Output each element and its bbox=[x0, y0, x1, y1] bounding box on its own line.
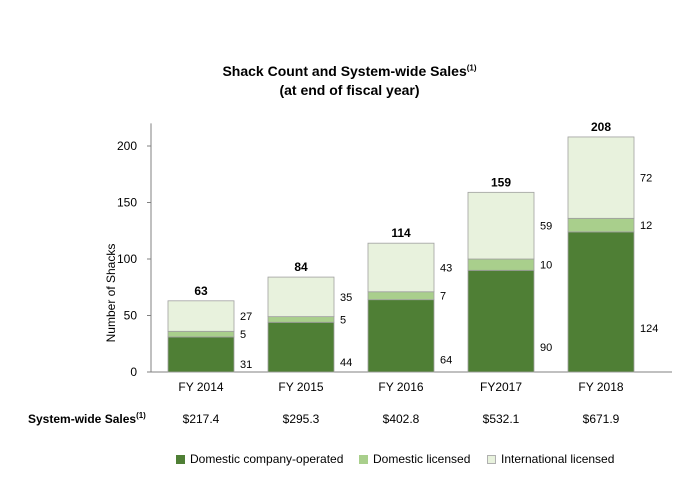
x-tick-label: FY 2016 bbox=[378, 380, 423, 394]
data-label-domestic-company: 90 bbox=[540, 342, 552, 354]
data-label-domestic-company: 31 bbox=[240, 359, 252, 371]
data-label-international-licensed: 27 bbox=[240, 311, 252, 323]
y-axis-title: Number of Shacks bbox=[104, 244, 118, 343]
legend-item-domestic-company: Domestic company-operated bbox=[176, 452, 343, 466]
bar-segment-domestic-licensed bbox=[467, 258, 535, 271]
data-label-domestic-licensed: 10 bbox=[540, 260, 552, 272]
system-wide-sales-value: $532.1 bbox=[483, 412, 520, 426]
x-tick-label: FY 2014 bbox=[178, 380, 223, 394]
legend-label-international-licensed: International licensed bbox=[501, 452, 615, 466]
bar-segment-domestic-licensed bbox=[367, 291, 435, 301]
legend-label-domestic-company: Domestic company-operated bbox=[190, 452, 344, 466]
bar-segment-domestic-company bbox=[467, 269, 535, 373]
y-tick-label: 150 bbox=[117, 196, 137, 210]
system-wide-sales-value: $402.8 bbox=[383, 412, 420, 426]
bar-segment-domestic-licensed bbox=[267, 316, 335, 323]
bar-segment-international-licensed bbox=[367, 242, 435, 293]
bar-segment-domestic-company bbox=[267, 321, 335, 373]
y-tick-label: 50 bbox=[124, 309, 138, 323]
system-wide-sales-value: $671.9 bbox=[583, 412, 620, 426]
chart-subtitle: (at end of fiscal year) bbox=[279, 82, 420, 98]
data-label-international-licensed: 35 bbox=[340, 292, 352, 304]
y-tick-label: 200 bbox=[117, 139, 137, 153]
system-wide-sales-value: $217.4 bbox=[183, 412, 220, 426]
bar-segment-domestic-company bbox=[567, 231, 635, 373]
data-label-domestic-company: 64 bbox=[440, 354, 452, 366]
data-label-domestic-company: 124 bbox=[640, 323, 658, 335]
bar-segment-domestic-licensed bbox=[567, 217, 635, 233]
data-label-international-licensed: 59 bbox=[540, 221, 552, 233]
legend-label-domestic-licensed: Domestic licensed bbox=[373, 452, 471, 466]
data-label-domestic-licensed: 7 bbox=[440, 291, 446, 303]
bar-segment-international-licensed bbox=[467, 191, 535, 260]
legend-swatch-domestic-company bbox=[176, 454, 185, 464]
bar-total-label: 159 bbox=[491, 175, 511, 189]
bar-total-label: 114 bbox=[391, 226, 411, 240]
legend-swatch-domestic-licensed bbox=[359, 454, 368, 464]
data-label-domestic-licensed: 5 bbox=[240, 329, 246, 341]
legend-swatch-international-licensed bbox=[487, 454, 496, 464]
bar-segment-international-licensed bbox=[267, 276, 335, 318]
chart-title: Shack Count and System-wide Sales(1) bbox=[222, 63, 477, 79]
bar-segment-international-licensed bbox=[567, 136, 635, 219]
legend-item-international-licensed: International licensed bbox=[487, 452, 614, 466]
bar-segment-international-licensed bbox=[167, 300, 235, 332]
bar-segment-domestic-licensed bbox=[167, 330, 235, 338]
legend-item-domestic-licensed: Domestic licensed bbox=[359, 452, 470, 466]
bar-total-label: 84 bbox=[294, 260, 308, 274]
x-tick-label: FY 2018 bbox=[578, 380, 623, 394]
data-label-domestic-licensed: 5 bbox=[340, 314, 346, 326]
y-tick-label: 0 bbox=[130, 365, 137, 379]
data-label-international-licensed: 72 bbox=[640, 173, 652, 185]
bar-total-label: 208 bbox=[591, 120, 611, 134]
y-tick-label: 100 bbox=[117, 252, 137, 266]
x-tick-label: FY 2015 bbox=[278, 380, 323, 394]
system-wide-sales-label: System-wide Sales(1) bbox=[28, 411, 146, 426]
data-label-domestic-company: 44 bbox=[340, 357, 352, 369]
bar-segment-domestic-company bbox=[167, 336, 235, 373]
x-tick-label: FY2017 bbox=[480, 380, 522, 394]
system-wide-sales-value: $295.3 bbox=[283, 412, 320, 426]
bar-total-label: 63 bbox=[194, 284, 208, 298]
data-label-domestic-licensed: 12 bbox=[640, 220, 652, 232]
bar-segment-domestic-company bbox=[367, 299, 435, 373]
data-label-international-licensed: 43 bbox=[440, 262, 452, 274]
